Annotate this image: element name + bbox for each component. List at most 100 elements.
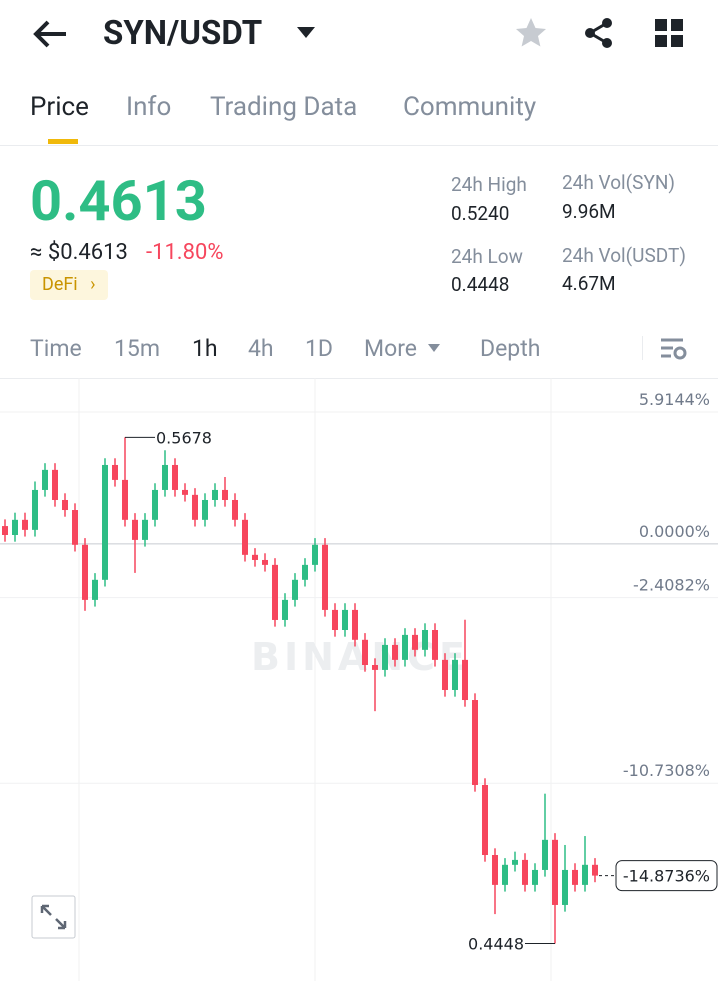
candle-body [12,519,18,535]
candlestick-chart: BINANCE 5.9144% 0.0000% -2.4082% -10.7308% 0… [0,378,718,981]
stat-label: 24h Vol(USDT) [562,244,686,267]
candle-body [72,510,78,545]
candle-body [552,839,558,905]
more-dropdown [428,344,440,352]
interval-tab[interactable]: Depth [480,335,541,362]
candle-body [292,579,298,600]
candle-body [412,634,418,650]
candle-body [242,519,248,555]
candle-body [342,609,348,630]
low-label: 0.4448 [468,935,524,954]
candle-body [222,489,228,500]
share-button[interactable] [582,16,616,50]
interval-tab[interactable]: 1h [192,335,218,362]
candle-body [252,554,258,560]
y-tick-label: 5.9144% [639,390,710,409]
candle-body [262,559,268,565]
interval-tab[interactable]: More [364,335,417,362]
price-change: -11.80% [146,240,224,265]
candle-body [562,869,568,905]
tab[interactable]: Price [30,92,89,122]
high-label: 0.5678 [156,428,212,447]
candle-body [112,464,118,480]
fiat-price: ≈ $0.4613 [30,240,128,265]
candle-body [502,864,508,885]
candle-body [202,499,208,520]
interval-tab[interactable]: 15m [114,335,161,362]
candle-body [282,599,288,620]
stat-label: 24h High [451,173,527,196]
candle-body [572,869,578,885]
expand-icon [40,904,67,930]
tab[interactable]: Community [403,92,537,122]
candle-body [92,579,98,600]
divider [0,145,718,146]
current-price-box [615,860,718,892]
candle-body [132,519,138,540]
candle-body [332,609,338,630]
candle-body [362,639,368,666]
candle-body [52,469,58,500]
tab[interactable]: Trading Data [210,92,358,122]
candle-body [522,859,528,885]
stat-value: 0.5240 [451,202,510,225]
pair-dropdown[interactable] [296,26,316,40]
candle-body [452,659,458,690]
candle-body [2,526,8,535]
candle-body [472,700,478,785]
candle-body [162,464,168,490]
candle-body [422,629,428,650]
candle-body [462,659,468,701]
tab[interactable]: Info [126,92,172,122]
category-tag[interactable]: DeFi › [30,270,108,300]
chart-settings[interactable] [660,337,688,361]
stat-value: 4.67M [562,272,616,295]
candle-body [102,464,108,580]
stat-value: 9.96M [562,200,616,223]
candle-body [82,544,88,600]
y-tick-label: 0.0000% [639,522,710,541]
candle-body [322,544,328,610]
candle-body [182,489,188,495]
candle-body [272,564,278,620]
chevron: › [90,274,96,295]
back-button[interactable] [30,16,70,52]
favorite-star[interactable] [514,16,548,50]
interval-tab[interactable]: Time [30,335,82,362]
candle-body [302,564,308,580]
candle-body [492,855,498,885]
divider [642,336,643,360]
interval-tab[interactable]: 1D [305,335,334,362]
candle-body [582,864,588,885]
grid-menu[interactable] [655,19,685,49]
expand-button[interactable] [31,895,76,939]
stat-value: 0.4448 [451,273,510,296]
active-tab-indicator [48,139,78,144]
candle-body [152,489,158,520]
candle-body [532,869,538,885]
candle-body [62,499,68,511]
stat-label: 24h Vol(SYN) [562,171,676,194]
candle-body [32,489,38,530]
last-price: 0.4613 [30,168,207,234]
candle-body [42,469,48,490]
candle-body [592,864,598,876]
candle-body [432,629,438,660]
candle-body [542,839,548,870]
candle-body [382,644,388,670]
candle-body [122,479,128,520]
y-tick-label: -10.7308% [623,761,710,780]
candle-body [352,609,358,640]
candle-body [232,499,238,520]
y-tick-label: -2.4082% [633,576,710,595]
candle-body [312,544,318,565]
current-price-label: -14.8736% [623,867,710,886]
interval-tab[interactable]: 4h [248,335,274,362]
candle-body [442,659,448,690]
stat-label: 24h Low [451,245,523,268]
candle-body [482,784,488,856]
candle-body [402,634,408,660]
candle-body [372,665,378,670]
pair-title[interactable]: SYN/USDT [103,14,263,53]
